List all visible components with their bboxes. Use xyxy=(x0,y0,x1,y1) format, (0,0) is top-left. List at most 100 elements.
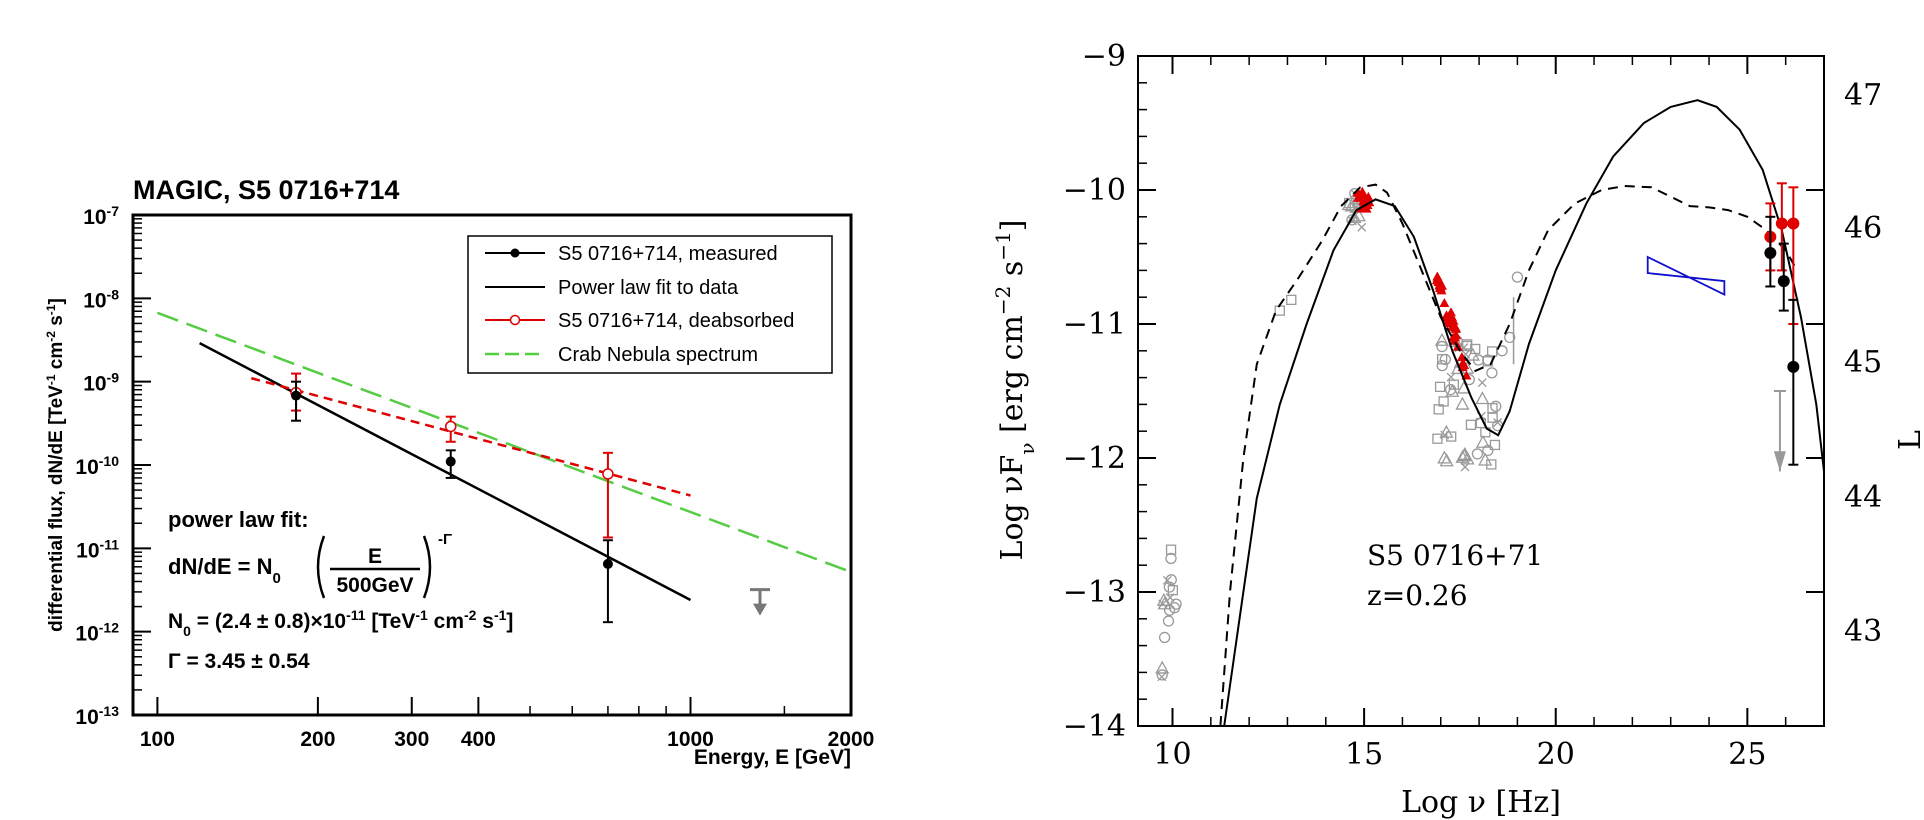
right-y-tick-label: −9 xyxy=(1082,39,1126,74)
archival-circle xyxy=(1471,448,1484,460)
fermi-bowtie xyxy=(1646,255,1726,296)
xray-flare-point xyxy=(1434,275,1445,285)
vhe-deabsorbed-point xyxy=(1775,217,1788,230)
archival-square xyxy=(1448,379,1460,390)
archival-circle xyxy=(1168,602,1181,614)
right-secondary-tick-label: 45 xyxy=(1844,345,1882,380)
left-y-tick-label: 10-12 xyxy=(75,620,119,646)
optical-flare-point xyxy=(1363,191,1374,201)
archival-data-points xyxy=(1155,186,1786,682)
vhe-measured-point xyxy=(1787,360,1800,373)
left-y-axis-label: differential flux, dN/dE [TeV-1 cm-2 s-1… xyxy=(44,298,67,632)
archival-cross xyxy=(1477,378,1487,388)
left-legend: S5 0716+714, measured Power law fit to d… xyxy=(467,235,833,374)
archival-triangle xyxy=(1341,197,1356,211)
left-y-tick-label: 10-8 xyxy=(83,286,119,312)
measured-point xyxy=(445,456,456,467)
fit-annotation: power law fit: dN/dE = N0 E 500GeV -Γ N0… xyxy=(168,507,513,673)
archival-square xyxy=(1165,544,1177,555)
right-y-tick-label: −13 xyxy=(1063,575,1126,610)
right-y-axis-label: Log νFν [erg cm−2 s−1] xyxy=(991,220,1039,561)
archival-circle xyxy=(1504,331,1516,344)
left-x-tick-label: 1000 xyxy=(667,728,714,751)
formula-left-paren xyxy=(316,535,326,599)
archival-triangle xyxy=(1434,332,1450,346)
xray-flare-point xyxy=(1442,312,1453,322)
archival-square xyxy=(1436,354,1448,365)
xray-flare-point xyxy=(1439,298,1450,308)
archival-square xyxy=(1489,439,1501,451)
left-x-axis-label: Energy, E [GeV] xyxy=(694,746,851,769)
sed-model-solid-curve xyxy=(1223,99,1825,727)
right-x-tick-label: 10 xyxy=(1153,737,1191,772)
archival-circle xyxy=(1162,615,1175,627)
archival-cross xyxy=(1460,462,1470,472)
archival-triangle xyxy=(1457,448,1472,462)
vhe-measured-point xyxy=(1777,275,1790,288)
right-plot-frame xyxy=(1137,55,1825,727)
xray-flare-point xyxy=(1435,282,1446,292)
archival-circle xyxy=(1436,340,1448,353)
fit-formula-lhs: dN/dE = N0 xyxy=(168,554,281,587)
right-secondary-tick-label: 43 xyxy=(1844,614,1882,649)
right-y-tick-label: −10 xyxy=(1063,173,1126,208)
archival-triangle xyxy=(1156,592,1171,606)
archival-circle xyxy=(1165,574,1177,586)
right-secondary-tick-label: 47 xyxy=(1844,78,1882,113)
redshift-annotation: z=0.26 xyxy=(1367,579,1468,612)
left-y-tick-label: 10-10 xyxy=(75,453,119,479)
archival-upper-limit-arrow xyxy=(1773,451,1786,472)
archival-circle xyxy=(1496,345,1508,357)
left-y-tick-label: 10-13 xyxy=(75,703,119,729)
legend-fit-label: Power law fit to data xyxy=(558,277,739,299)
upper-limit-arrow xyxy=(752,603,767,616)
left-chart-title: MAGIC, S5 0716+714 xyxy=(133,175,399,205)
sed-model-curves xyxy=(1219,99,1825,727)
legend-box xyxy=(467,235,833,374)
archival-triangle xyxy=(1475,434,1491,448)
measured-point xyxy=(602,558,613,569)
gamma-annotation: Γ = 3.45 ± 0.54 xyxy=(168,650,310,673)
left-x-tick-label: 400 xyxy=(461,728,496,751)
archival-circle xyxy=(1163,581,1176,593)
archival-square xyxy=(1274,305,1285,316)
deabsorbed-fit-line xyxy=(250,377,691,497)
source-name-annotation: S5 0716+71 xyxy=(1367,539,1543,572)
left-y-tick-label: 10-11 xyxy=(76,536,119,562)
legend-crab-label: Crab Nebula spectrum xyxy=(558,344,758,366)
right-data-points xyxy=(1764,182,1800,466)
left-x-tick-label: 200 xyxy=(300,728,335,751)
fit-title: power law fit: xyxy=(168,507,309,532)
legend-deabsorbed-label: S5 0716+714, deabsorbed xyxy=(558,310,794,332)
archival-circle xyxy=(1490,400,1502,412)
legend-measured-label: S5 0716+714, measured xyxy=(558,243,778,265)
formula-numerator: E xyxy=(368,545,382,568)
left-axes: 10-7 10-8 10-9 10-10 10-11 10-12 10-13 100 200 30… xyxy=(75,203,874,751)
archival-square xyxy=(1434,381,1446,392)
archival-square xyxy=(1465,419,1477,430)
archival-triangle xyxy=(1475,391,1490,405)
formula-exponent: -Γ xyxy=(438,531,452,548)
archival-triangle xyxy=(1465,347,1480,361)
archival-triangle xyxy=(1439,453,1454,467)
right-y-tick-label: −11 xyxy=(1063,307,1126,342)
archival-triangle xyxy=(1344,198,1359,212)
archival-circle xyxy=(1156,669,1168,681)
power-law-fit-line xyxy=(199,342,692,602)
archival-triangle xyxy=(1437,450,1452,464)
left-y-tick-label: 10-7 xyxy=(83,203,119,229)
right-secondary-tick-label: 44 xyxy=(1844,480,1882,515)
right-x-axis-label: Log ν [Hz] xyxy=(1401,785,1561,820)
vhe-deabsorbed-point xyxy=(1787,217,1800,230)
deabsorbed-point xyxy=(444,420,457,433)
legend-deabsorbed-marker xyxy=(509,314,521,326)
archival-triangle xyxy=(1455,396,1470,410)
right-x-tick-label: 25 xyxy=(1728,737,1766,772)
right-secondary-axis-label: L xyxy=(1893,430,1924,450)
left-y-tick-label: 10-9 xyxy=(83,370,119,396)
archival-circle xyxy=(1436,359,1448,372)
archival-triangle xyxy=(1351,208,1366,222)
archival-cross xyxy=(1357,222,1367,232)
right-x-tick-label: 20 xyxy=(1537,737,1575,772)
archival-square xyxy=(1486,459,1497,470)
